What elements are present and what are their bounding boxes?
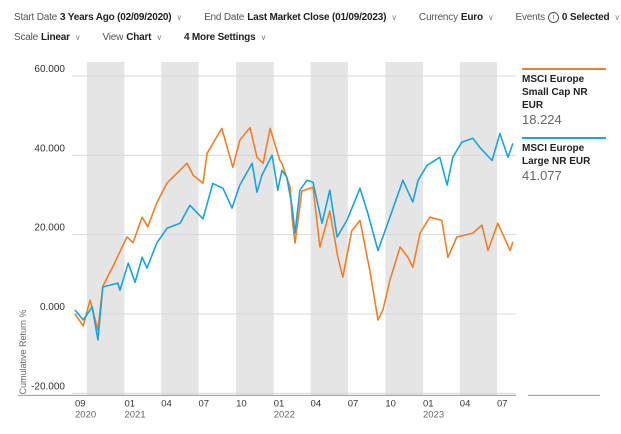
dropdown-value: Linear [41, 32, 70, 43]
legend-value: 18.224 [522, 112, 562, 127]
toolbar-row-1: Start Date 3 Years Ago (02/09/2020) ∨ End D… [14, 12, 621, 23]
legend-value: 41.077 [522, 168, 562, 183]
x-tick-month: 04 [161, 398, 172, 409]
legend-color-bar [522, 68, 606, 70]
4-more-settings-dropdown[interactable]: 4 More Settings ∨ [184, 32, 266, 43]
dropdown-value: Euro [460, 12, 483, 23]
x-tick-month: 04 [460, 398, 471, 409]
x-tick-month: 07 [198, 398, 209, 409]
x-tick-year: 2020 [75, 409, 96, 420]
dropdown-label: Currency [418, 12, 458, 23]
x-tick-year: 2023 [423, 409, 444, 420]
legend-color-bar [522, 137, 606, 139]
chevron-down-icon: ∨ [74, 33, 81, 42]
y-tick-label: -20.000 [31, 381, 65, 392]
x-tick-month: 10 [236, 398, 247, 409]
dropdown-value: 0 Selected [561, 12, 610, 23]
series-line-small-cap [74, 126, 514, 331]
y-tick-label: 0.000 [40, 302, 65, 313]
chevron-down-icon: ∨ [260, 33, 267, 42]
shaded-period [385, 62, 423, 396]
x-tick-month: 07 [497, 398, 508, 409]
legend-series-name: Small Cap NR [522, 87, 588, 98]
y-tick-label: 60.000 [34, 64, 65, 75]
dropdown-label: Events [515, 12, 546, 23]
dropdown-value: Chart [126, 32, 152, 43]
legend-series-name: MSCI Europe [522, 143, 585, 154]
chevron-down-icon: ∨ [614, 13, 621, 22]
view-dropdown[interactable]: View Chart ∨ [102, 32, 162, 43]
y-axis-label: Cumulative Return % [18, 309, 28, 394]
y-tick-label: 20.000 [34, 223, 65, 234]
legend-entry: MSCI Europe Small Cap NR EUR 18.224 [522, 68, 606, 127]
toolbar-row-2: Scale Linear ∨ View Chart ∨ 4 More Settings ∨ [14, 32, 288, 43]
legend-series-name: MSCI Europe [522, 74, 585, 85]
dropdown-value: 3 Years Ago (02/09/2020) [60, 12, 172, 23]
events-dropdown[interactable]: Events i 0 Selected ∨ [515, 12, 621, 23]
x-tick-month: 01 [124, 398, 135, 409]
legend-series-name: Large NR EUR [522, 156, 591, 167]
info-icon[interactable]: i [547, 12, 559, 23]
x-tick-year: 2022 [274, 409, 295, 420]
series-line-large-cap [74, 132, 514, 341]
chevron-down-icon: ∨ [156, 33, 162, 42]
y-tick-label: 40.000 [34, 143, 65, 154]
x-tick-year: 2021 [124, 409, 145, 420]
scale-dropdown[interactable]: Scale Linear ∨ [14, 32, 81, 43]
chevron-down-icon: ∨ [176, 13, 183, 22]
x-tick-month: 01 [423, 398, 434, 409]
dropdown-label: End Date [204, 12, 245, 23]
shaded-period [86, 62, 125, 396]
dropdown-label: Scale [14, 32, 39, 43]
dropdown-label: Start Date [14, 12, 58, 23]
legend-entry: MSCI Europe Large NR EUR 41.077 [522, 137, 606, 183]
dropdown-value: 4 More Settings [183, 32, 256, 43]
shaded-period [236, 62, 274, 396]
start-date-dropdown[interactable]: Start Date 3 Years Ago (02/09/2020) ∨ [14, 12, 182, 23]
currency-dropdown[interactable]: Currency Euro ∨ [419, 12, 494, 23]
chevron-down-icon: ∨ [487, 13, 494, 22]
legend-series-name: EUR [522, 100, 544, 111]
chevron-down-icon: ∨ [391, 13, 397, 22]
end-date-dropdown[interactable]: End Date Last Market Close (01/09/2023) ∨ [204, 12, 397, 23]
x-tick-month: 09 [75, 398, 86, 409]
x-tick-month: 07 [348, 398, 359, 409]
x-tick-month: 10 [385, 398, 396, 409]
x-tick-month: 04 [311, 398, 322, 409]
dropdown-value: Last Market Close (01/09/2023) [247, 12, 387, 23]
dropdown-label: View [102, 32, 124, 43]
x-tick-month: 01 [274, 398, 285, 409]
